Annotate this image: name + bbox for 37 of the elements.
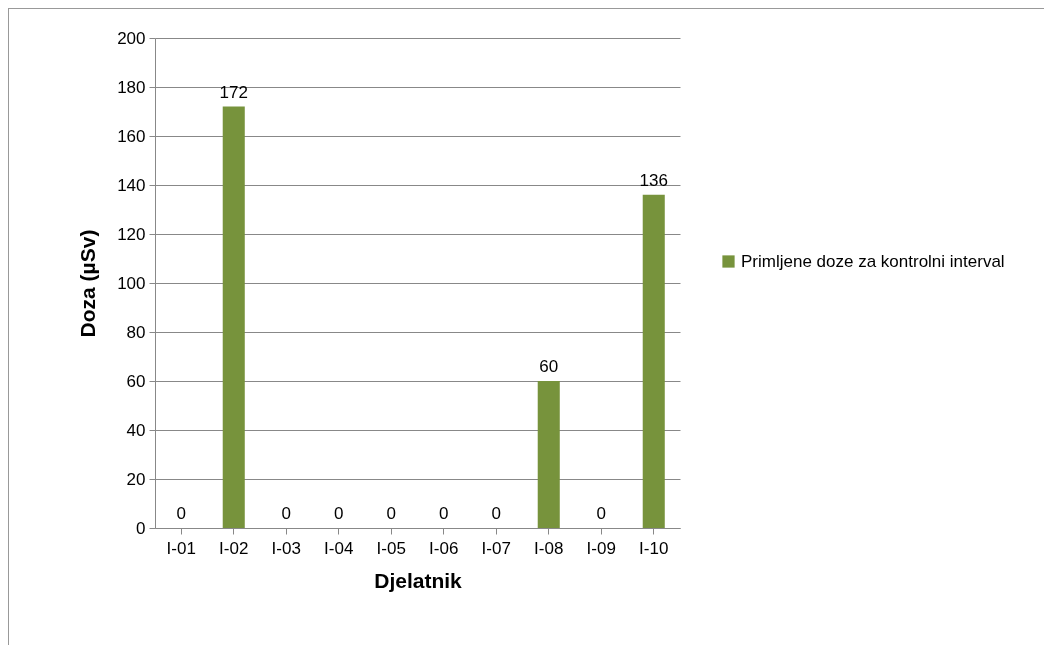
- y-tick-label: 120: [117, 224, 146, 244]
- x-tick-label: I-10: [639, 538, 669, 558]
- y-tick-label: 180: [117, 77, 146, 97]
- y-tick-label: 60: [126, 371, 146, 391]
- y-tick-label: 0: [136, 518, 146, 538]
- x-tick-label: I-04: [324, 538, 354, 558]
- x-tick-label: I-03: [271, 538, 301, 558]
- x-tick-label: I-08: [534, 538, 564, 558]
- data-label: 0: [439, 504, 449, 523]
- x-tick-label: I-06: [429, 538, 459, 558]
- bar: [642, 194, 665, 528]
- x-axis-title: Djelatnik: [374, 568, 463, 592]
- data-label: 0: [176, 504, 186, 523]
- x-tick-label: I-09: [586, 538, 616, 558]
- data-label: 172: [219, 82, 248, 102]
- bar: [537, 381, 560, 528]
- x-tick-label: I-07: [481, 538, 511, 558]
- data-label: 0: [281, 504, 291, 523]
- y-tick-label: 160: [117, 126, 146, 146]
- y-tick-label: 80: [126, 322, 146, 342]
- data-label: 0: [491, 504, 501, 523]
- x-tick-label: I-01: [166, 538, 196, 558]
- x-tick-label: I-02: [219, 538, 249, 558]
- data-label: 0: [334, 504, 344, 523]
- y-axis-title: Doza (µSv): [76, 229, 100, 338]
- data-label: 60: [539, 357, 559, 376]
- y-tick-label: 100: [117, 273, 146, 293]
- y-tick-label: 200: [117, 28, 146, 48]
- data-label: 0: [386, 504, 396, 523]
- y-tick-label: 20: [126, 469, 146, 489]
- legend-label: Primljene doze za kontrolni interval: [741, 251, 1005, 271]
- x-tick-label: I-05: [376, 538, 406, 558]
- y-tick-label: 140: [117, 175, 146, 195]
- data-label: 0: [596, 504, 606, 523]
- bar: [222, 106, 245, 528]
- data-label: 136: [639, 170, 668, 190]
- y-tick-label: 40: [126, 420, 146, 440]
